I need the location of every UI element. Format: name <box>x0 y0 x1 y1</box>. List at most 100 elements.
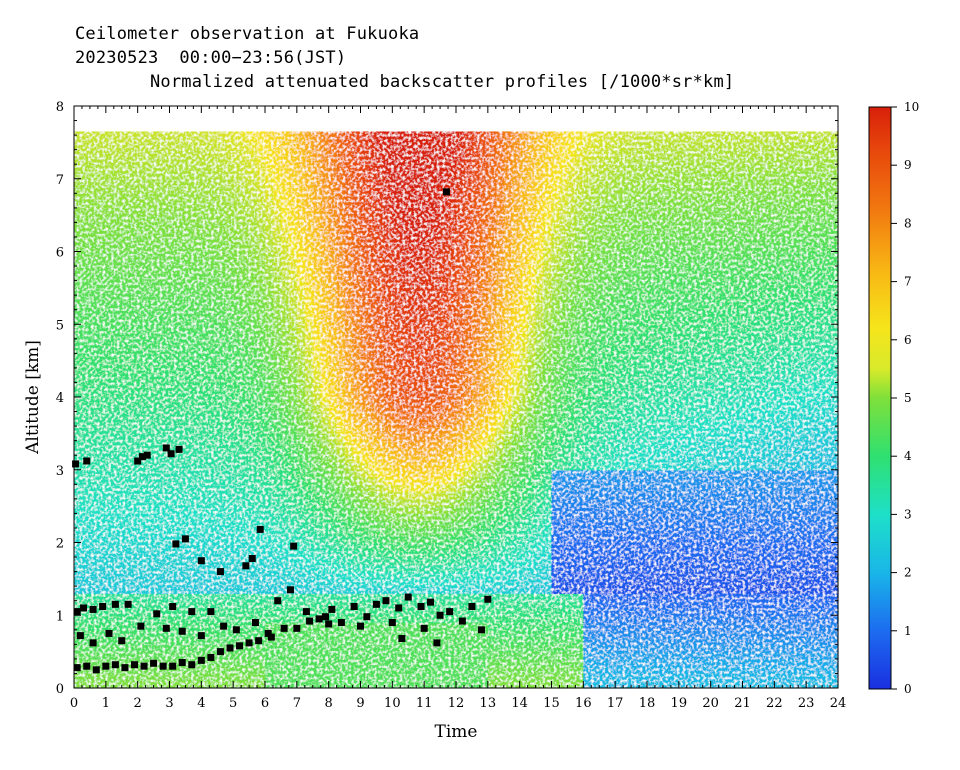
x-tick-label: 22 <box>766 696 783 711</box>
cloud-base-point <box>293 624 301 632</box>
cloud-base-point <box>178 659 186 667</box>
y-axis-label: Altitude [km] <box>23 340 43 455</box>
cloud-base-point <box>181 535 189 543</box>
cloud-base-point <box>484 595 492 603</box>
cloud-base-point <box>121 664 129 672</box>
cloud-base-point <box>280 624 288 632</box>
cloud-base-point <box>248 555 256 563</box>
x-tick-label: 2 <box>134 696 142 711</box>
y-tick-label: 2 <box>56 537 64 552</box>
cloud-base-point <box>172 540 180 548</box>
cloud-base-point <box>264 629 272 637</box>
cloud-base-point <box>73 664 81 672</box>
cloud-base-point <box>251 619 259 627</box>
x-tick-label: 23 <box>798 696 815 711</box>
x-tick-label: 11 <box>416 696 433 711</box>
y-tick-label: 4 <box>56 391 64 406</box>
cloud-base-point <box>325 620 333 628</box>
cloud-base-marks <box>72 188 492 674</box>
x-tick-label: 20 <box>702 696 719 711</box>
cloud-base-point <box>232 626 240 634</box>
cloud-base-point <box>99 603 107 611</box>
cloud-base-point <box>83 662 91 670</box>
colorbar-tick-label: 8 <box>904 216 912 230</box>
cloud-base-point <box>267 633 275 641</box>
colorbar-tick-label: 1 <box>904 624 912 638</box>
y-tick-label: 8 <box>56 100 64 115</box>
cloud-base-point <box>73 608 81 616</box>
cloud-base-point <box>89 605 97 613</box>
chart-title-station: Ceilometer observation at Fukuoka <box>75 24 420 44</box>
x-axis-label: Time <box>435 722 478 742</box>
colorbar-tick-label: 3 <box>904 507 912 521</box>
x-tick-label: 12 <box>448 696 465 711</box>
cloud-base-point <box>236 642 244 650</box>
cloud-base-point <box>255 637 263 645</box>
colorbar-strip <box>868 106 892 690</box>
cloud-base-point <box>197 557 205 565</box>
cloud-base-point <box>286 586 294 594</box>
colorbar: 0 1 2 3 4 5 6 7 8 9 10 <box>868 100 919 696</box>
cloud-base-point <box>197 656 205 664</box>
cloud-base-point <box>169 662 177 670</box>
cloud-base-point <box>226 644 234 652</box>
cloud-base-point <box>302 608 310 616</box>
x-tick-label: 18 <box>639 696 656 711</box>
colorbar-tick-label: 10 <box>904 100 919 114</box>
cloud-base-point <box>404 593 412 601</box>
y-tick-label: 7 <box>56 173 64 188</box>
cloud-base-point <box>382 597 390 605</box>
cloud-base-point <box>436 611 444 619</box>
cloud-base-point <box>207 653 215 661</box>
cloud-base-point <box>130 661 138 669</box>
cloud-base-point <box>321 613 329 621</box>
x-tick-label: 10 <box>384 696 401 711</box>
cloud-base-point <box>446 608 454 616</box>
cloud-base-point <box>357 622 364 630</box>
cloud-base-point <box>256 525 264 533</box>
x-tick-label: 17 <box>607 696 624 711</box>
cloud-base-point <box>124 600 132 608</box>
colorbar-tick-label: 7 <box>904 275 912 289</box>
x-tick-label: 15 <box>543 696 560 711</box>
cloud-base-point <box>420 624 428 632</box>
chart-title-date-range: 20230523 00:00−23:56(JST) <box>75 48 347 68</box>
cloud-base-point <box>137 622 145 630</box>
y-tick-label: 3 <box>56 464 64 479</box>
x-tick-label: 4 <box>197 696 205 711</box>
cloud-base-point <box>105 629 113 637</box>
axes: 0 1 2 3 4 5 6 7 8 9 10 11 12 13 14 15 16 17 18 19 20 21 22 23 24… <box>23 100 846 742</box>
x-tick-label: 1 <box>102 696 110 711</box>
cloud-base-point <box>433 639 441 647</box>
cloud-base-point <box>111 661 119 669</box>
cloud-base-point <box>363 613 371 621</box>
cloud-base-point <box>162 444 170 452</box>
x-tick-label: 8 <box>325 696 333 711</box>
y-tick-label: 1 <box>56 609 64 624</box>
x-tick-label: 9 <box>356 696 364 711</box>
cloud-base-point <box>477 626 485 634</box>
chart-title-quantity: Normalized attenuated backscatter profil… <box>150 72 735 92</box>
cloud-base-point <box>290 542 298 550</box>
cloud-base-point <box>458 617 466 625</box>
x-tick-label: 7 <box>293 696 301 711</box>
cloud-base-point <box>245 639 253 647</box>
cloud-base-point <box>315 615 323 623</box>
cloud-base-point <box>350 603 358 611</box>
cloud-base-point <box>143 451 151 459</box>
cloud-base-point <box>337 619 345 627</box>
cloud-base-point <box>395 604 403 612</box>
y-tick-label: 5 <box>56 318 64 333</box>
cloud-base-point <box>167 450 175 458</box>
colorbar-tick-label: 4 <box>904 449 912 463</box>
cloud-base-point <box>372 600 380 608</box>
cloud-base-point <box>178 627 186 635</box>
cloud-base-point <box>118 637 126 645</box>
cloud-base-point <box>328 605 336 613</box>
cloud-base-point <box>197 632 205 640</box>
cloud-base-point <box>89 639 97 647</box>
colorbar-tick-label: 9 <box>904 158 912 172</box>
cloud-base-point <box>102 662 110 670</box>
cloud-base-point <box>388 619 396 627</box>
